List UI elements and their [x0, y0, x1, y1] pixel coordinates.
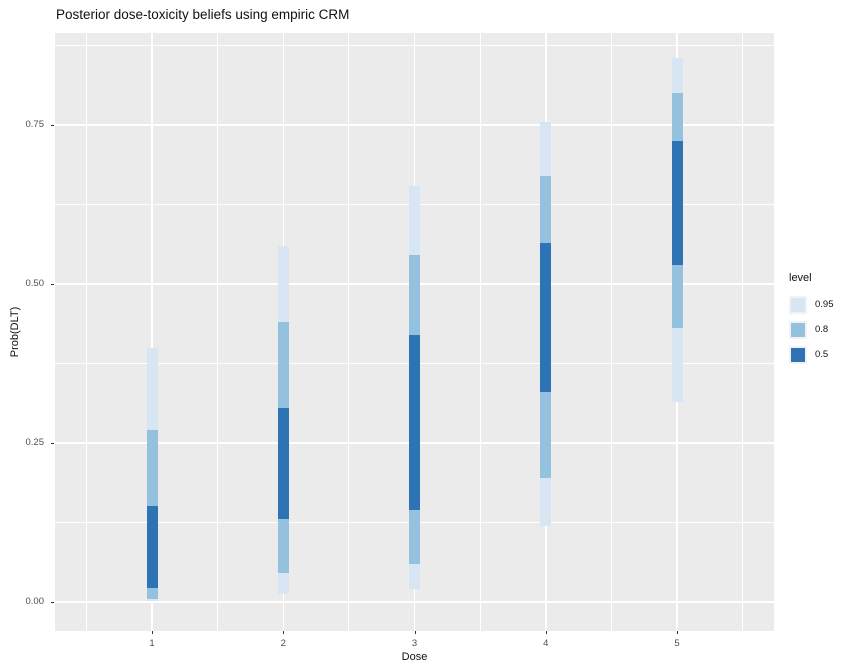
y-tick-label-0.00: 0.00	[25, 595, 45, 607]
legend: level 0.95 0.8 0.5	[789, 272, 864, 367]
interval-level-0.5-dose-1	[146, 506, 158, 588]
gridline-minor-x-3	[479, 33, 481, 631]
legend-items: 0.95 0.8 0.5	[789, 292, 864, 367]
interval-level-0.5-dose-5	[671, 141, 683, 265]
legend-item-0.95: 0.95	[789, 292, 864, 317]
y-tick-mark-0.25	[51, 442, 54, 444]
legend-swatch-0.5	[791, 347, 805, 362]
x-tick-label-5: 5	[674, 638, 680, 649]
x-tick-mark-3	[414, 631, 416, 634]
y-tick-mark-0.50	[51, 284, 54, 286]
interval-level-0.5-dose-3	[409, 334, 420, 510]
interval-level-0.5-dose-4	[540, 242, 552, 393]
legend-key-0.95	[789, 295, 807, 314]
plot-title: Posterior dose-toxicity beliefs using em…	[56, 7, 350, 22]
x-tick-label-2: 2	[280, 638, 286, 649]
x-tick-label-4: 4	[543, 638, 549, 649]
legend-item-0.8: 0.8	[789, 317, 864, 342]
x-tick-label-3: 3	[411, 638, 418, 649]
x-tick-mark-1	[152, 631, 153, 634]
plot-panel	[55, 33, 774, 631]
gridline-major-x-1	[151, 33, 153, 631]
x-tick-mark-4	[545, 631, 547, 634]
gridline-minor-x-1	[217, 33, 219, 631]
gridline-minor-x-5	[742, 33, 744, 631]
legend-swatch-0.8	[791, 322, 805, 337]
legend-label-0.8: 0.8	[815, 324, 829, 335]
legend-label-0.5: 0.5	[815, 349, 829, 360]
gridline-minor-x-4	[610, 33, 612, 631]
gridline-minor-x-2	[348, 33, 350, 631]
y-tick-label-0.75: 0.75	[25, 119, 45, 131]
legend-label-0.95: 0.95	[815, 299, 834, 310]
y-tick-mark-0.00	[51, 601, 54, 603]
x-axis-title: Dose	[401, 651, 428, 663]
legend-key-0.8	[789, 320, 807, 339]
x-tick-label-1: 1	[149, 638, 155, 649]
gridline-minor-x-0	[85, 33, 87, 631]
legend-key-0.5	[789, 345, 807, 364]
y-tick-mark-0.75	[51, 125, 54, 127]
y-axis: 0.00 0.25 0.50 0.75	[0, 33, 55, 631]
interval-level-0.5-dose-2	[277, 407, 289, 520]
legend-item-0.5: 0.5	[789, 342, 864, 367]
x-tick-mark-2	[283, 631, 285, 634]
y-tick-label-0.50: 0.50	[25, 278, 45, 290]
x-axis: 1 2 3 4 5	[55, 631, 774, 661]
x-tick-mark-5	[677, 631, 678, 634]
legend-title: level	[789, 272, 812, 284]
y-tick-label-0.25: 0.25	[25, 436, 45, 448]
legend-swatch-0.95	[791, 297, 805, 312]
